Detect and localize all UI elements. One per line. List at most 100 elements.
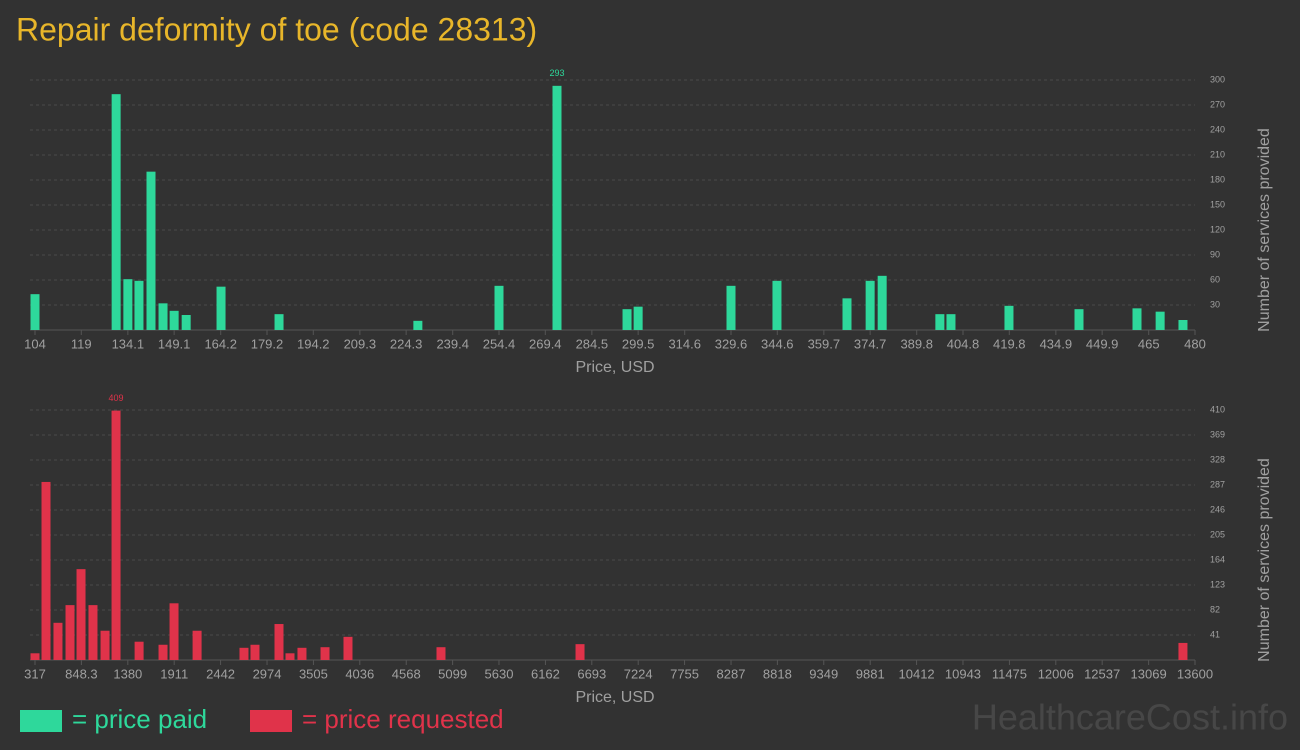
legend-swatch bbox=[20, 710, 62, 732]
bar bbox=[343, 636, 353, 660]
x-tick-label: 13600 bbox=[1177, 666, 1213, 681]
x-tick-label: 6162 bbox=[531, 666, 560, 681]
y-tick-label: 328 bbox=[1210, 454, 1225, 464]
x-tick-label: 329.6 bbox=[715, 336, 748, 351]
bar bbox=[53, 622, 63, 660]
x-tick-label: 7755 bbox=[670, 666, 699, 681]
legend-label: = price paid bbox=[72, 704, 207, 734]
x-tick-label: 12537 bbox=[1084, 666, 1120, 681]
x-tick-label: 119 bbox=[71, 336, 92, 351]
x-tick-label: 314.6 bbox=[668, 336, 701, 351]
y-tick-label: 180 bbox=[1210, 174, 1225, 184]
x-tick-label: 7224 bbox=[624, 666, 653, 681]
x-tick-label: 359.7 bbox=[808, 336, 841, 351]
bar bbox=[413, 320, 423, 330]
x-tick-label: 284.5 bbox=[576, 336, 609, 351]
y-axis-label: Number of services provided bbox=[1256, 458, 1273, 662]
bar bbox=[274, 314, 284, 330]
x-tick-label: 419.8 bbox=[993, 336, 1026, 351]
value-label: 293 bbox=[549, 68, 564, 78]
bar bbox=[134, 641, 144, 660]
bar bbox=[111, 94, 121, 331]
y-tick-label: 30 bbox=[1210, 299, 1220, 309]
bar bbox=[181, 315, 191, 330]
bar bbox=[1132, 308, 1142, 330]
x-tick-label: 434.9 bbox=[1040, 336, 1073, 351]
bar bbox=[274, 624, 284, 660]
x-tick-label: 239.4 bbox=[436, 336, 469, 351]
x-tick-label: 194.2 bbox=[297, 336, 330, 351]
bar bbox=[239, 647, 249, 660]
x-tick-label: 164.2 bbox=[204, 336, 237, 351]
bar bbox=[772, 280, 782, 330]
y-tick-label: 60 bbox=[1210, 274, 1220, 284]
bar bbox=[320, 647, 330, 660]
x-tick-label: 134.1 bbox=[112, 336, 145, 351]
bar bbox=[1178, 320, 1188, 330]
x-tick-label: 4568 bbox=[392, 666, 421, 681]
x-tick-label: 10943 bbox=[945, 666, 981, 681]
bar bbox=[76, 569, 86, 660]
y-tick-label: 90 bbox=[1210, 249, 1220, 259]
y-tick-label: 120 bbox=[1210, 224, 1225, 234]
y-tick-label: 270 bbox=[1210, 99, 1225, 109]
y-tick-label: 300 bbox=[1210, 74, 1225, 84]
x-tick-label: 1380 bbox=[113, 666, 142, 681]
x-tick-label: 269.4 bbox=[529, 336, 562, 351]
bar bbox=[41, 481, 51, 660]
y-tick-label: 41 bbox=[1210, 629, 1220, 639]
y-tick-label: 164 bbox=[1210, 554, 1225, 564]
x-tick-label: 179.2 bbox=[251, 336, 284, 351]
bar bbox=[865, 280, 875, 330]
x-tick-label: 6693 bbox=[577, 666, 606, 681]
bar bbox=[946, 314, 956, 330]
bar bbox=[1155, 311, 1165, 330]
y-axis-label: Number of services provided bbox=[1256, 128, 1273, 332]
bar bbox=[552, 85, 562, 330]
bar bbox=[123, 279, 133, 330]
x-tick-label: 104 bbox=[24, 336, 46, 351]
x-tick-label: 12006 bbox=[1038, 666, 1074, 681]
y-tick-label: 150 bbox=[1210, 199, 1225, 209]
x-tick-label: 149.1 bbox=[158, 336, 191, 351]
x-tick-label: 317 bbox=[24, 666, 46, 681]
x-tick-label: 9349 bbox=[809, 666, 838, 681]
x-tick-label: 209.3 bbox=[344, 336, 377, 351]
x-tick-label: 5099 bbox=[438, 666, 467, 681]
bar bbox=[285, 653, 295, 660]
y-tick-label: 210 bbox=[1210, 149, 1225, 159]
bar bbox=[1004, 305, 1014, 330]
bar bbox=[134, 280, 144, 330]
bar bbox=[146, 171, 156, 330]
bar bbox=[250, 644, 260, 660]
bar bbox=[297, 647, 307, 660]
x-tick-label: 389.8 bbox=[900, 336, 933, 351]
x-tick-label: 3505 bbox=[299, 666, 328, 681]
x-tick-label: 8287 bbox=[717, 666, 746, 681]
bar bbox=[935, 314, 945, 330]
x-tick-label: 11475 bbox=[992, 666, 1027, 681]
x-tick-label: 4036 bbox=[345, 666, 374, 681]
y-tick-label: 205 bbox=[1210, 529, 1225, 539]
bar bbox=[169, 603, 179, 660]
y-tick-label: 246 bbox=[1210, 504, 1225, 514]
x-tick-label: 8818 bbox=[763, 666, 792, 681]
x-tick-label: 1911 bbox=[160, 666, 188, 681]
x-axis-label: Price, USD bbox=[575, 689, 654, 706]
x-tick-label: 480 bbox=[1184, 336, 1206, 351]
x-tick-label: 2442 bbox=[206, 666, 235, 681]
x-tick-label: 10412 bbox=[899, 666, 935, 681]
bar bbox=[88, 605, 98, 660]
bar bbox=[30, 653, 40, 660]
page-title: Repair deformity of toe (code 28313) bbox=[16, 11, 537, 47]
bar bbox=[842, 298, 852, 330]
bar bbox=[877, 275, 887, 330]
bar bbox=[216, 286, 226, 330]
bar bbox=[158, 303, 168, 330]
x-tick-label: 848.3 bbox=[65, 666, 98, 681]
bar bbox=[65, 605, 75, 660]
legend-swatch bbox=[250, 710, 292, 732]
bar bbox=[622, 309, 632, 330]
x-tick-label: 374.7 bbox=[854, 336, 887, 351]
